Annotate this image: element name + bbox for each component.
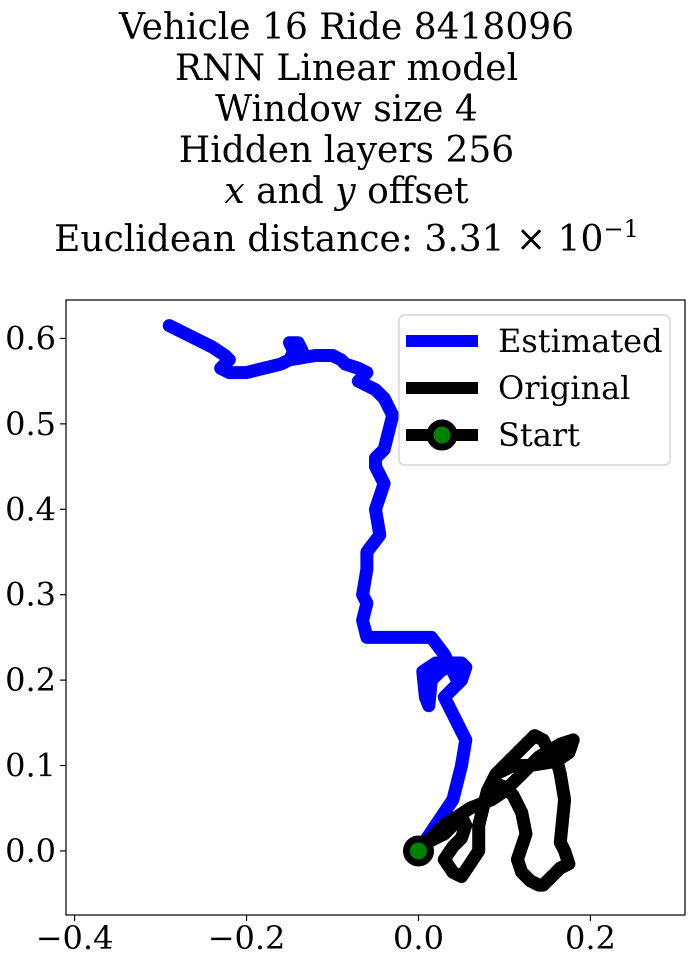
title-distance-exponent: −1: [603, 215, 639, 243]
y-tick-label: 0.0: [5, 832, 56, 870]
y-tick-label: 0.1: [5, 747, 56, 785]
legend-label-estimated: Estimated: [498, 322, 663, 360]
y-tick-label: 0.4: [5, 490, 56, 528]
legend-label-start: Start: [498, 416, 580, 454]
title-distance-prefix: Euclidean distance: 3.31 × 10: [54, 219, 604, 260]
title-offset-var-x: x: [224, 171, 245, 212]
chart-title-line-1: Vehicle 16 Ride 8418096: [118, 7, 575, 48]
series-line-original: [412, 729, 580, 892]
chart-title-line-6: Euclidean distance: 3.31 × 10−1: [0, 217, 693, 260]
legend-box: [398, 314, 671, 466]
x-tick-label: 0.0: [393, 919, 444, 957]
chart-title-line-3: Window size 4: [215, 89, 478, 130]
plot-frame: [65, 299, 686, 916]
x-tick-label: −0.4: [36, 919, 114, 957]
chart-title-line-2: RNN Linear model: [174, 48, 519, 89]
title-offset-suffix: offset: [355, 171, 469, 212]
axes-layer: −0.4 −0.2 0.0 0.2 0.0 0.1 0.2 0.3 0.4 0.5 0.6: [5, 299, 686, 957]
x-tick-label: 0.2: [565, 919, 616, 957]
legend-start-marker: [426, 419, 458, 451]
y-tick-label: 0.6: [5, 319, 56, 357]
series-line-estimated: [162, 319, 473, 858]
title-offset-var-y: y: [335, 171, 356, 212]
legend-label-original: Original: [498, 369, 630, 407]
start-marker: [402, 835, 434, 867]
chart-title-line-5: x and y offset: [0, 174, 693, 210]
chart-title-line-4: Hidden layers 256: [178, 130, 515, 171]
x-tick-label: −0.2: [208, 919, 286, 957]
legend: Estimated Original Start: [398, 314, 671, 466]
series-layer: [162, 319, 580, 892]
y-tick-label: 0.3: [5, 576, 56, 614]
title-offset-and: and: [244, 171, 336, 212]
y-tick-label: 0.2: [5, 661, 56, 699]
y-tick-label: 0.5: [5, 405, 56, 443]
